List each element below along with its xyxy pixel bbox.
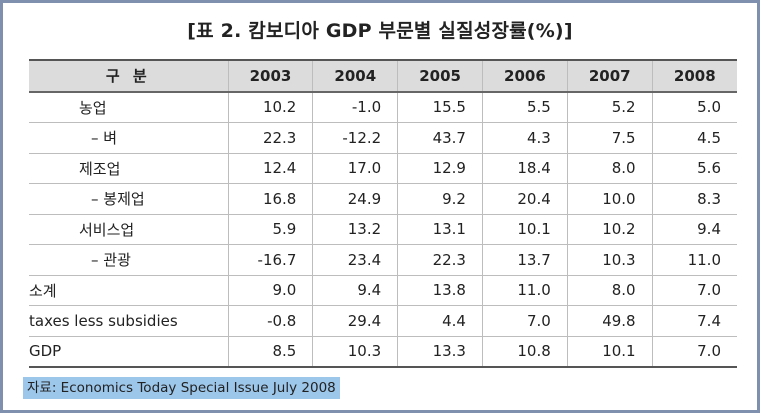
cell-value: -16.7 xyxy=(227,244,313,276)
cell-value: 15.5 xyxy=(397,91,483,123)
header-year: 2007 xyxy=(566,60,653,93)
header-year: 2003 xyxy=(227,60,313,93)
cell-value: -1.0 xyxy=(312,91,398,123)
table-row: 농업 10.2 -1.0 15.5 5.5 5.2 5.0 xyxy=(29,91,737,123)
table-row: GDP 8.5 10.3 13.3 10.8 10.1 7.0 xyxy=(29,336,737,368)
row-label: – 벼 xyxy=(29,122,229,154)
cell-value: 5.0 xyxy=(651,91,737,123)
cell-value: -12.2 xyxy=(312,122,398,154)
cell-value: 13.2 xyxy=(312,214,398,245)
header-year: 2006 xyxy=(481,60,568,93)
cell-value: 12.9 xyxy=(397,153,483,184)
table-row: 소계 9.0 9.4 13.8 11.0 8.0 7.0 xyxy=(29,275,737,306)
cell-value: 4.5 xyxy=(651,122,737,154)
row-label: 서비스업 xyxy=(29,214,229,245)
cell-value: 5.6 xyxy=(651,153,737,184)
cell-value: 9.4 xyxy=(651,214,737,245)
cell-value: 9.4 xyxy=(312,275,398,306)
row-label: GDP xyxy=(29,336,229,368)
cell-value: 22.3 xyxy=(397,244,483,276)
cell-value: 10.8 xyxy=(481,336,568,368)
row-label: taxes less subsidies xyxy=(29,305,229,337)
cell-value: 18.4 xyxy=(481,153,568,184)
cell-value: 13.1 xyxy=(397,214,483,245)
cell-value: 12.4 xyxy=(227,153,313,184)
cell-value: 20.4 xyxy=(481,183,568,215)
cell-value: 17.0 xyxy=(312,153,398,184)
cell-value: 29.4 xyxy=(312,305,398,337)
cell-value: 7.5 xyxy=(566,122,653,154)
row-label: – 관광 xyxy=(29,244,229,276)
growth-rate-table: 구 분 2003 2004 2005 2006 2007 2008 농업 10.… xyxy=(29,59,737,368)
table-row: – 관광 -16.7 23.4 22.3 13.7 10.3 11.0 xyxy=(29,244,737,276)
row-label: 제조업 xyxy=(29,153,229,184)
row-label: – 봉제업 xyxy=(29,183,229,215)
header-year: 2004 xyxy=(312,60,398,93)
cell-value: 49.8 xyxy=(566,305,653,337)
table-row: 제조업 12.4 17.0 12.9 18.4 8.0 5.6 xyxy=(29,153,737,184)
cell-value: 13.8 xyxy=(397,275,483,306)
header-category: 구 분 xyxy=(29,60,229,93)
cell-value: 10.1 xyxy=(481,214,568,245)
cell-value: 7.0 xyxy=(651,336,737,368)
cell-value: 24.9 xyxy=(312,183,398,215)
cell-value: 8.3 xyxy=(651,183,737,215)
cell-value: 7.0 xyxy=(651,275,737,306)
cell-value: 11.0 xyxy=(651,244,737,276)
table-row: – 벼 22.3 -12.2 43.7 4.3 7.5 4.5 xyxy=(29,122,737,154)
table-header-row: 구 분 2003 2004 2005 2006 2007 2008 xyxy=(29,60,737,93)
cell-value: 13.3 xyxy=(397,336,483,368)
cell-value: 10.1 xyxy=(566,336,653,368)
cell-value: 10.3 xyxy=(312,336,398,368)
table-title: [표 2. 캄보디아 GDP 부문별 실질성장률(%)] xyxy=(187,20,573,42)
table-row: 서비스업 5.9 13.2 13.1 10.1 10.2 9.4 xyxy=(29,214,737,245)
cell-value: 4.4 xyxy=(397,305,483,337)
cell-value: 11.0 xyxy=(481,275,568,306)
cell-value: 43.7 xyxy=(397,122,483,154)
cell-value: 13.7 xyxy=(481,244,568,276)
cell-value: 7.0 xyxy=(481,305,568,337)
cell-value: 23.4 xyxy=(312,244,398,276)
cell-value: 4.3 xyxy=(481,122,568,154)
cell-value: 9.0 xyxy=(227,275,313,306)
cell-value: 16.8 xyxy=(227,183,313,215)
cell-value: 10.2 xyxy=(227,91,313,123)
cell-value: 5.2 xyxy=(566,91,653,123)
cell-value: 5.5 xyxy=(481,91,568,123)
source-note[interactable]: 자료: Economics Today Special Issue July 2… xyxy=(23,377,340,399)
row-label: 농업 xyxy=(29,91,229,123)
cell-value: -0.8 xyxy=(227,305,313,337)
cell-value: 9.2 xyxy=(397,183,483,215)
table-row: taxes less subsidies -0.8 29.4 4.4 7.0 4… xyxy=(29,305,737,337)
cell-value: 10.2 xyxy=(566,214,653,245)
cell-value: 8.5 xyxy=(227,336,313,368)
row-label: 소계 xyxy=(29,275,229,306)
cell-value: 7.4 xyxy=(651,305,737,337)
table-row: – 봉제업 16.8 24.9 9.2 20.4 10.0 8.3 xyxy=(29,183,737,215)
cell-value: 10.0 xyxy=(566,183,653,215)
cell-value: 5.9 xyxy=(227,214,313,245)
header-year: 2008 xyxy=(651,60,737,93)
cell-value: 8.0 xyxy=(566,153,653,184)
cell-value: 8.0 xyxy=(566,275,653,306)
cell-value: 10.3 xyxy=(566,244,653,276)
cell-value: 22.3 xyxy=(227,122,313,154)
header-year: 2005 xyxy=(397,60,483,93)
